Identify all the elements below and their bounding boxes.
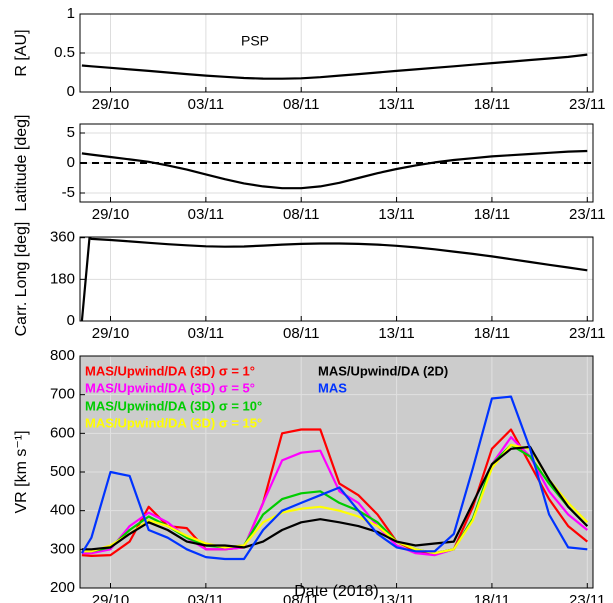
- data-line: [81, 53, 588, 80]
- y-tick-label: 0: [67, 312, 75, 329]
- x-tick-label: 29/10: [92, 96, 130, 113]
- plot-frame: [79, 13, 594, 93]
- x-tick-label: 29/10: [92, 592, 130, 603]
- y-tick-label: 0.5: [54, 44, 75, 61]
- legend-label: MAS/Upwind/DA (3D) σ = 1°: [85, 363, 255, 378]
- x-tick-label: 08/11: [283, 96, 319, 113]
- x-tick-label: 08/11: [283, 206, 319, 223]
- x-tick-label: 03/11: [188, 325, 224, 342]
- x-axis-label: Date (2018): [294, 583, 379, 600]
- x-tick-label: 23/11: [569, 96, 605, 113]
- y-tick-label: 0: [67, 154, 75, 171]
- y-tick-label: 1: [67, 5, 75, 22]
- legend-label: MAS/Upwind/DA (3D) σ = 5°: [85, 380, 255, 395]
- x-tick-label: 13/11: [378, 96, 414, 113]
- y-tick-label: 500: [50, 463, 75, 480]
- legend-label: MAS/Upwind/DA (3D) σ = 10°: [85, 398, 262, 413]
- x-tick-label: 13/11: [378, 592, 414, 603]
- y-tick-label: 200: [50, 579, 75, 596]
- legend-label: MAS: [318, 380, 347, 395]
- x-tick-label: 29/10: [92, 206, 130, 223]
- y-axis-label: Carr. Long [deg]: [13, 222, 30, 337]
- x-tick-label: 23/11: [569, 592, 605, 603]
- series-line: [80, 395, 588, 561]
- x-tick-label: 03/11: [188, 592, 224, 603]
- y-tick-label: -5: [62, 184, 75, 201]
- x-tick-label: 03/11: [188, 206, 224, 223]
- x-tick-label: 03/11: [188, 96, 224, 113]
- y-axis-label: Latitude [deg]: [13, 115, 30, 212]
- x-tick-label: 18/11: [474, 592, 510, 603]
- x-tick-label: 23/11: [569, 325, 605, 342]
- y-tick-label: 180: [50, 270, 75, 287]
- plot-frame: [79, 355, 594, 589]
- series-line: [81, 445, 589, 551]
- plot-frame: [79, 123, 594, 203]
- x-tick-label: 08/11: [283, 325, 319, 342]
- data-line: [81, 149, 588, 190]
- y-tick-label: 400: [50, 502, 75, 519]
- legend-label: MAS/Upwind/DA (2D): [318, 363, 448, 378]
- x-tick-label: 18/11: [474, 206, 510, 223]
- y-axis-label: R [AU]: [13, 29, 30, 76]
- plot-frame: [79, 236, 594, 322]
- y-axis-label: VR [km s⁻¹]: [13, 430, 30, 513]
- y-tick-label: 360: [50, 229, 75, 246]
- y-tick-label: 0: [67, 83, 75, 100]
- x-tick-label: 29/10: [92, 325, 130, 342]
- x-tick-label: 08/11: [283, 592, 319, 603]
- y-tick-label: 700: [50, 386, 75, 403]
- legend-label: MAS/Upwind/DA (3D) σ = 15°: [85, 415, 262, 430]
- data-line: [80, 237, 588, 321]
- y-tick-label: 800: [50, 347, 75, 364]
- series-line: [81, 443, 589, 555]
- annotation: PSP: [241, 33, 269, 49]
- y-tick-label: 600: [50, 424, 75, 441]
- series-line: [81, 436, 588, 557]
- x-tick-label: 13/11: [378, 206, 414, 223]
- x-tick-label: 18/11: [474, 325, 510, 342]
- y-tick-label: 5: [67, 124, 75, 141]
- x-tick-label: 13/11: [378, 325, 414, 342]
- x-tick-label: 18/11: [474, 96, 510, 113]
- y-tick-label: 300: [50, 540, 75, 557]
- x-tick-label: 23/11: [569, 206, 605, 223]
